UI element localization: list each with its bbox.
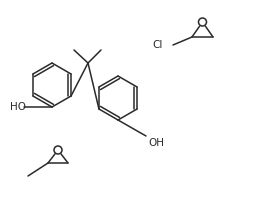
Circle shape: [54, 146, 62, 154]
Circle shape: [198, 18, 206, 26]
Text: HO: HO: [10, 102, 26, 112]
Text: Cl: Cl: [153, 40, 163, 50]
Text: OH: OH: [148, 138, 164, 148]
